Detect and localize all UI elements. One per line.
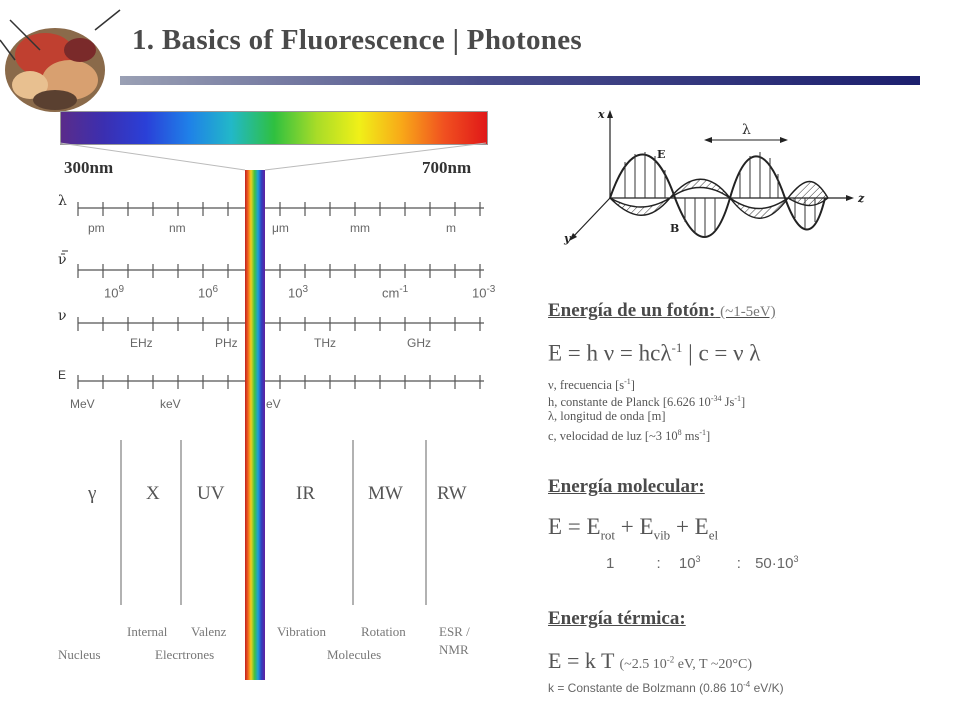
lambda-unit: pm — [88, 221, 105, 235]
spectrum-min-label: 300nm — [64, 158, 114, 177]
process-label: Nucleus — [58, 647, 101, 662]
wavelength-label: λ — [742, 122, 751, 138]
thermal-energy-title: Energía térmica: — [548, 608, 686, 629]
region-mw: MW — [368, 483, 403, 504]
photon-energy-title: Energía de un fotón: (~1-5eV) — [548, 300, 776, 321]
region-uv: UV — [197, 483, 225, 504]
wavenumber-symbol: ν̄ — [58, 252, 67, 268]
axis-y-label: y — [563, 232, 572, 245]
axis-z-label: z — [857, 192, 865, 205]
process-label: Internal — [127, 624, 168, 639]
wavenumber-label: 103 — [288, 284, 309, 301]
energy-symbol: E — [58, 368, 67, 382]
definition-line: ν, frecuencia [s-1] — [548, 377, 635, 393]
process-label: NMR — [439, 642, 469, 657]
process-label: Elecrtrones — [155, 647, 215, 662]
definition-line: h, constante de Planck [6.626 10-34 Js-1… — [548, 394, 746, 410]
lambda-unit: mm — [350, 221, 370, 235]
definition-line: λ, longitud de onda [m] — [548, 409, 666, 423]
process-label: Valenz — [191, 624, 227, 639]
wavenumber-label: 109 — [104, 284, 125, 301]
frequency-unit: THz — [314, 336, 336, 350]
frequency-unit: EHz — [130, 336, 153, 350]
region-xray: X — [146, 483, 160, 504]
process-label: Rotation — [361, 624, 406, 639]
boltzmann-constant-line: k = Constante de Bolzmann (0.86 10-4 eV/… — [548, 680, 784, 695]
axis-x-label: x — [597, 108, 605, 121]
process-label: Vibration — [277, 624, 327, 639]
frequency-unit: GHz — [407, 336, 431, 350]
photon-energy-formula: E = h ν = hcλ-1 | c = ν λ — [548, 340, 761, 366]
process-label: ESR / — [439, 624, 470, 639]
page-title: 1. Basics of Fluorescence | Photones — [132, 24, 582, 56]
molecular-energy-formula: E = Erot + Evib + Eel — [548, 514, 719, 543]
process-label: Molecules — [327, 647, 382, 662]
lambda-unit: nm — [169, 221, 186, 235]
em-wave-diagram: x z y E B λ — [563, 108, 865, 245]
b-field-label: B — [670, 222, 679, 235]
wavenumber-label: cm-1 — [382, 284, 409, 301]
energy-ratio: 1 : 103 : 50·103 — [606, 554, 799, 572]
region-ir: IR — [296, 483, 315, 504]
region-gamma: γ — [88, 483, 97, 504]
photon-energy-note: (~1-5eV) — [720, 304, 776, 320]
title-divider-bar — [120, 76, 920, 85]
region-rw: RW — [437, 483, 467, 504]
visible-spectrum-bar — [60, 111, 488, 145]
energy-unit: MeV — [70, 397, 95, 411]
energy-unit: eV — [266, 397, 281, 411]
molecular-energy-title: Energía molecular: — [548, 476, 705, 497]
lambda-unit: m — [446, 221, 456, 235]
lambda-unit: μm — [272, 221, 289, 235]
thermal-energy-formula: E = k T (~2.5 10-2 eV, T ~20°C) — [548, 648, 752, 673]
spectrum-rainbow-column — [245, 170, 265, 680]
spectrum-max-label: 700nm — [422, 158, 472, 177]
frequency-symbol: ν — [58, 308, 67, 324]
e-field-label: E — [657, 148, 665, 161]
lambda-symbol: λ — [58, 193, 67, 209]
wavenumber-label: 10-3 — [472, 284, 496, 301]
definition-line: c, velocidad de luz [~3 108 ms-1] — [548, 428, 711, 444]
frequency-unit: PHz — [215, 336, 238, 350]
energy-unit: keV — [160, 397, 181, 411]
logo-image — [0, 9, 121, 112]
wavenumber-label: 106 — [198, 284, 219, 301]
